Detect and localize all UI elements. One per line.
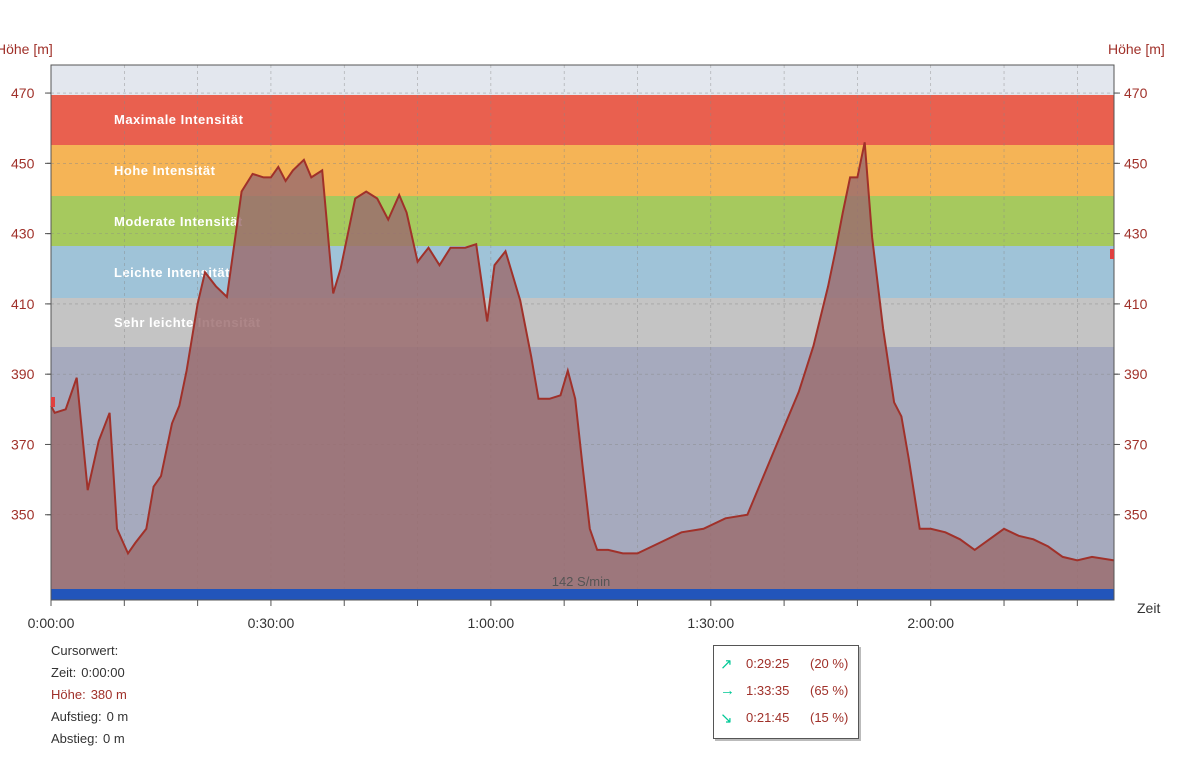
legend-descent-time: 0:21:45: [746, 710, 790, 725]
cursor-elevation-row: Höhe: 380 m: [51, 684, 128, 706]
zone-band-hoch: [51, 145, 1114, 196]
y-tick-label-left: 390: [11, 366, 35, 382]
right-cursor-marker[interactable]: [1110, 249, 1114, 259]
cursor-elevation-label: Höhe:: [51, 687, 86, 702]
x-axis-title: Zeit: [1137, 600, 1160, 616]
cursor-elevation-value: 380 m: [90, 687, 127, 702]
y-tick-label-left: 370: [11, 436, 35, 452]
arrow-right-icon: →: [720, 682, 735, 699]
x-tick-label: 1:30:00: [687, 615, 734, 631]
x-tick-label: 0:00:00: [28, 615, 75, 631]
y-tick-label-right: 450: [1124, 155, 1148, 171]
legend-ascent-percent: (20 %): [810, 656, 849, 671]
cursor-descent-row: Abstieg: 0 m: [51, 728, 128, 750]
plot-frame: [50, 64, 1115, 601]
y-tick-label-right: 370: [1124, 436, 1148, 452]
arrow-up-right-icon: ↗: [720, 656, 733, 673]
top-band: [51, 65, 1114, 95]
y-tick-label-right: 430: [1124, 226, 1148, 242]
y-axis-title-right: Höhe [m]: [1108, 41, 1165, 57]
arrow-down-right-icon: ↘: [720, 710, 733, 727]
cursor-time-row: Zeit: 0:00:00: [51, 662, 128, 684]
cursor-title: Cursorwert:: [51, 643, 119, 658]
x-tick-label: 2:00:00: [907, 615, 954, 631]
elevation-chart: Maximale Intensität Hohe Intensität Mode…: [0, 41, 1165, 631]
zone-label-hoch: Hohe Intensität: [114, 163, 216, 178]
zone-band-moderat: [51, 196, 1114, 246]
elevation-line: [50, 142, 1115, 562]
y-tick-label-left: 410: [11, 296, 35, 312]
legend-flat-time: 1:33:35: [746, 683, 790, 698]
cursor-ascent-row: Aufstieg: 0 m: [51, 706, 128, 728]
elevation-area: [51, 142, 1114, 590]
x-tick-label: 1:00:00: [468, 615, 515, 631]
y-tick-label-left: 430: [11, 226, 35, 242]
zone-label-leicht: Leichte Intensität: [114, 265, 230, 280]
legend-flat-percent: (65 %): [810, 683, 849, 698]
cursor-value-panel: Cursorwert: Zeit: 0:00:00 Höhe: 380 m Aufs…: [51, 640, 128, 750]
axis-ticks: 350 350 370 370 390 390 410 410 430 430 450 450 470 4…: [11, 85, 1148, 631]
cursor-descent-value: 0 m: [102, 731, 125, 746]
cursor-descent-label: Abstieg:: [51, 731, 98, 746]
cursor-time-label: Zeit:: [51, 665, 77, 680]
cursor-ascent-label: Aufstieg:: [51, 709, 102, 724]
legend-descent-percent: (15 %): [810, 710, 849, 725]
y-tick-label-left: 450: [11, 155, 35, 171]
zone-label-moderat: Moderate Intensität: [114, 214, 243, 229]
legend-row-flat: → 1:33:35 (65 %): [714, 681, 858, 701]
y-tick-label-right: 470: [1124, 85, 1148, 101]
y-tick-label-right: 410: [1124, 296, 1148, 312]
slope-summary-legend: ↗ 0:29:25 (20 %) → 1:33:35 (65 %) ↘ 0:21…: [713, 645, 859, 739]
x-tick-label: 0:30:00: [248, 615, 295, 631]
legend-ascent-time: 0:29:25: [746, 656, 790, 671]
cadence-label: 142 S/min: [552, 574, 611, 589]
zone-label-maximal: Maximale Intensität: [114, 112, 244, 127]
y-tick-label-left: 350: [11, 507, 35, 523]
zone-band-maximal: [51, 95, 1114, 145]
cursor-ascent-value: 0 m: [106, 709, 129, 724]
y-tick-label-right: 390: [1124, 366, 1148, 382]
legend-row-ascent: ↗ 0:29:25 (20 %): [714, 654, 858, 674]
y-tick-label-right: 350: [1124, 507, 1148, 523]
y-axis-title-left: Höhe [m]: [0, 41, 53, 57]
cursor-time-value: 0:00:00: [81, 665, 125, 680]
left-cursor-marker[interactable]: [51, 397, 55, 407]
legend-row-descent: ↘ 0:21:45 (15 %): [714, 708, 858, 728]
cadence-bar: [51, 589, 1114, 600]
y-tick-label-left: 470: [11, 85, 35, 101]
